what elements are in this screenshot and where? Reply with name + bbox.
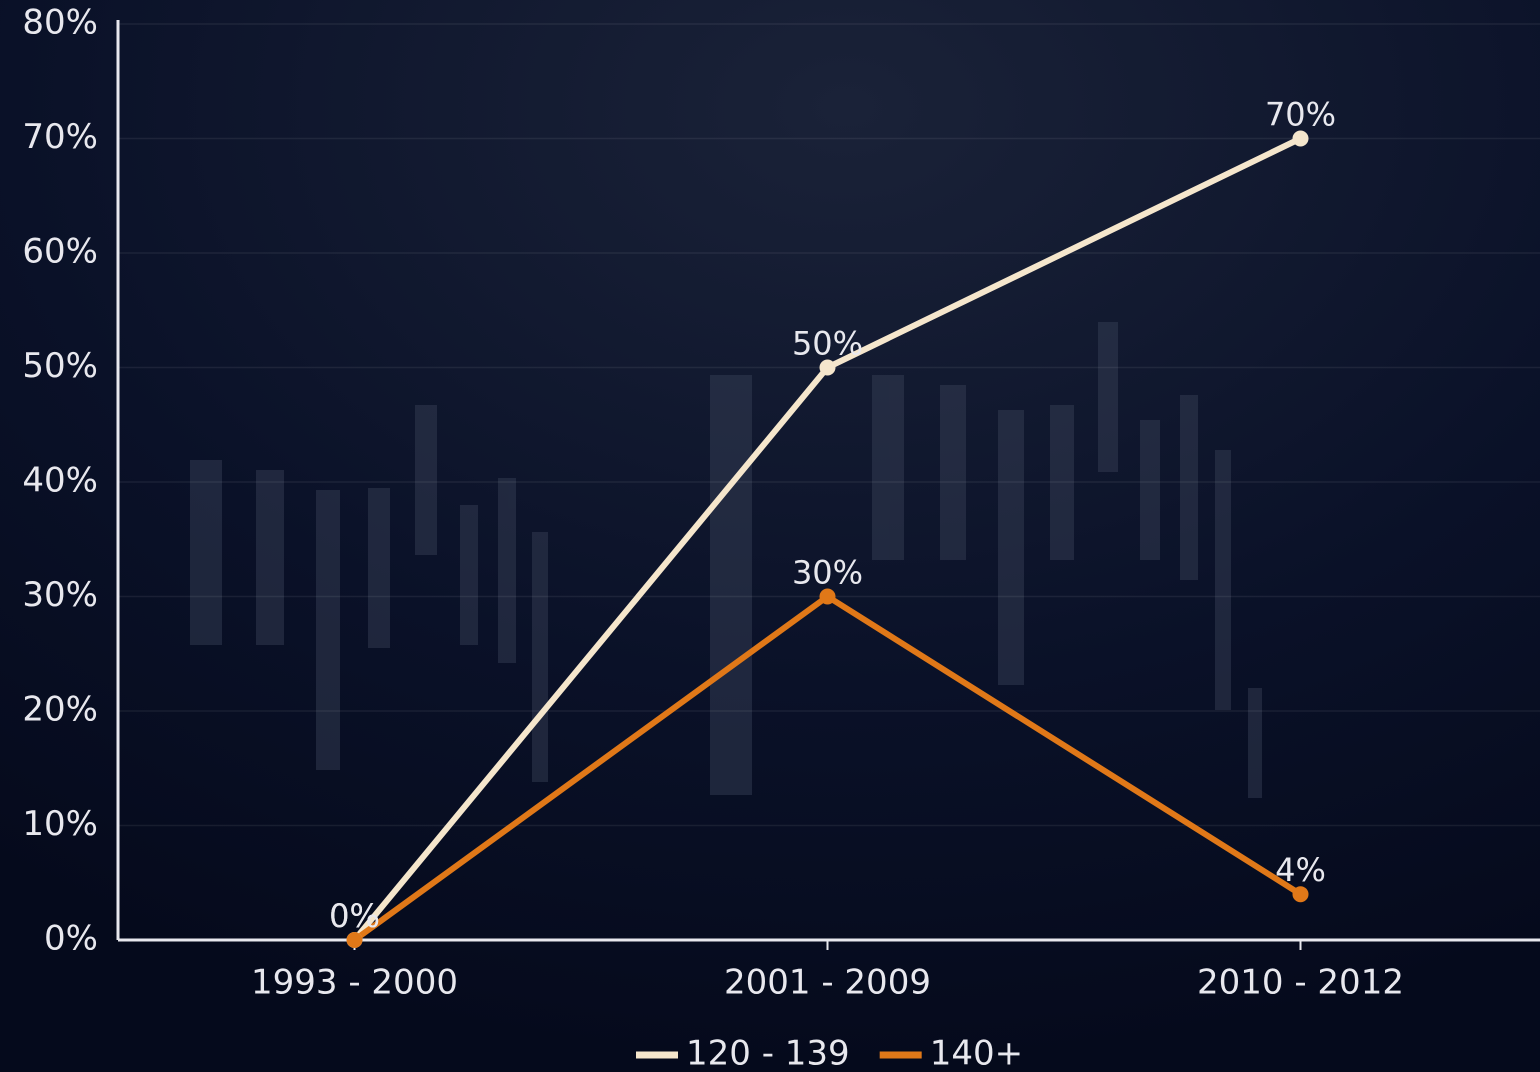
y-tick-label: 20% xyxy=(22,690,98,730)
x-tick-label: 2010 - 2012 xyxy=(1197,963,1404,1003)
y-tick-label: 60% xyxy=(22,232,98,272)
y-tick-label: 70% xyxy=(22,117,98,157)
data-point xyxy=(346,932,363,948)
y-tick-label: 80% xyxy=(22,3,98,43)
data-label: 0% xyxy=(329,897,380,935)
background-candles xyxy=(190,322,1262,798)
legend-label: 120 - 139 xyxy=(686,1034,850,1072)
data-label: 0% xyxy=(329,897,380,935)
data-point xyxy=(1292,130,1309,147)
data-label: 50% xyxy=(792,325,863,363)
data-label: 4% xyxy=(1275,851,1326,889)
data-point xyxy=(819,588,836,605)
y-tick-label: 30% xyxy=(22,575,98,615)
y-tick-label: 40% xyxy=(22,461,98,501)
x-tick-label: 1993 - 2000 xyxy=(251,963,458,1003)
data-label: 30% xyxy=(792,554,863,592)
data-label: 70% xyxy=(1265,96,1336,134)
data-point xyxy=(819,359,836,376)
y-tick-label: 50% xyxy=(22,346,98,386)
x-tick-label: 2001 - 2009 xyxy=(724,963,931,1003)
data-point xyxy=(1292,886,1309,903)
y-tick-label: 0% xyxy=(44,919,98,959)
legend-label: 140+ xyxy=(930,1034,1023,1072)
y-tick-label: 10% xyxy=(22,804,98,844)
